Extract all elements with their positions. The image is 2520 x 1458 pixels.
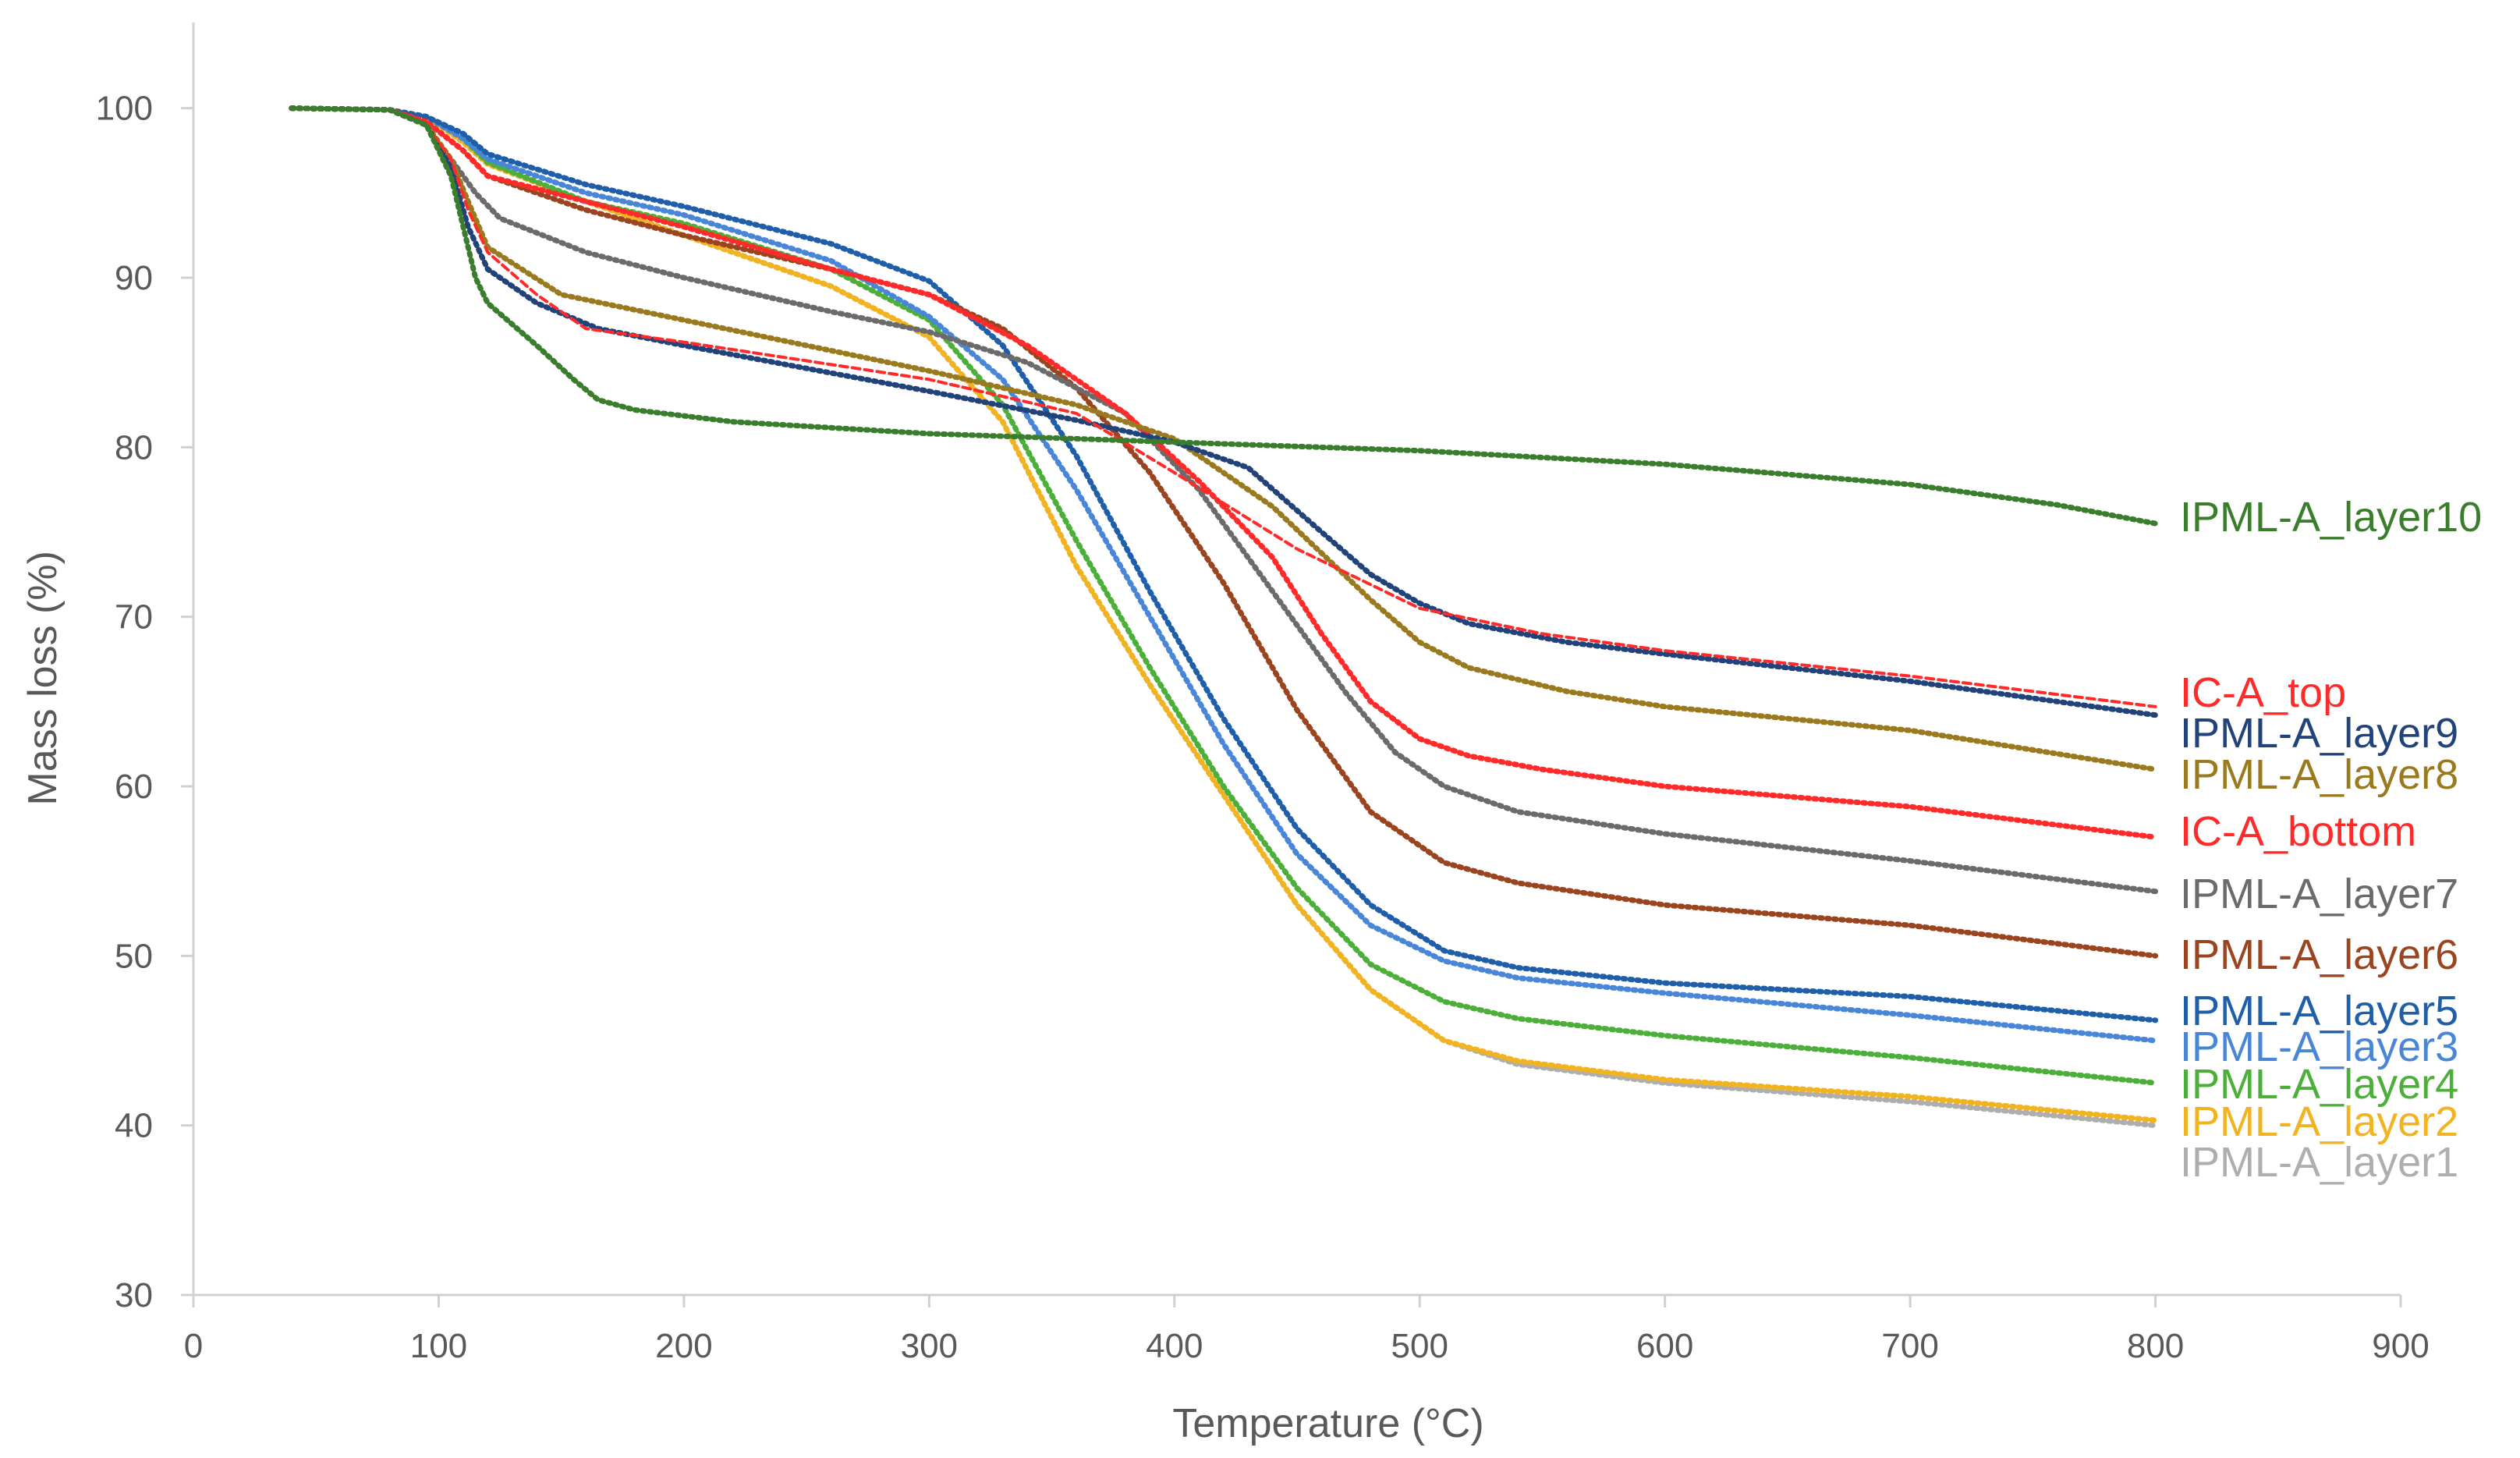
legend-label-ipml-a-layer3: IPML-A_layer3: [2180, 1023, 2458, 1070]
y-tick-label: 80: [115, 428, 153, 466]
x-tick-label: 500: [1391, 1327, 1448, 1365]
y-axis-title: Mass loss (%): [20, 551, 66, 805]
legend-label-ic-a-bottom: IC-A_bottom: [2180, 808, 2416, 855]
series-lines: [289, 105, 2159, 1129]
y-tick-label: 60: [115, 768, 153, 806]
x-tick-label: 300: [901, 1327, 958, 1365]
legend-label-ipml-a-layer2: IPML-A_layer2: [2180, 1098, 2458, 1145]
axes: 0 100 200 300 400 500 600 700 800 900 30 40 50 60 70 80…: [96, 22, 2430, 1365]
x-tick-label: 400: [1146, 1327, 1203, 1365]
series-line-ipml-a-layer5: [289, 105, 2159, 1023]
series-line-ipml-a-layer6: [289, 105, 2159, 959]
legend-label-ipml-a-layer6: IPML-A_layer6: [2180, 931, 2458, 978]
y-tick-label: 100: [96, 90, 153, 128]
series-line-ic-a-top: [289, 106, 2157, 708]
x-tick-label: 100: [410, 1327, 467, 1365]
legend-label-ipml-a-layer1: IPML-A_layer1: [2180, 1139, 2458, 1186]
series-line-ipml-a-layer10: [289, 105, 2159, 527]
x-tick-label: 0: [184, 1327, 203, 1365]
y-tick-label: 90: [115, 259, 153, 297]
series-line-ipml-a-layer4: [289, 105, 2159, 1086]
series-line-ipml-a-layer2: [289, 105, 2159, 1123]
series-line-ipml-a-layer3: [289, 105, 2159, 1044]
x-axis-title: Temperature (°C): [1172, 1401, 1483, 1446]
legend-label-ipml-a-layer5: IPML-A_layer5: [2180, 988, 2458, 1034]
legend-label-ipml-a-layer4: IPML-A_layer4: [2180, 1061, 2458, 1108]
legend-label-ic-a-top: IC-A_top: [2180, 669, 2346, 716]
x-tick-label: 600: [1636, 1327, 1693, 1365]
x-tick-label: 700: [1881, 1327, 1938, 1365]
y-tick-label: 40: [115, 1107, 153, 1145]
y-tick-label: 30: [115, 1276, 153, 1314]
x-tick-label: 900: [2372, 1327, 2429, 1365]
series-line-ic-a-bottom: [289, 105, 2159, 840]
y-tick-label: 50: [115, 937, 153, 975]
y-tick-label: 70: [115, 598, 153, 637]
legend-label-ipml-a-layer9: IPML-A_layer9: [2180, 710, 2458, 757]
legend-labels: IPML-A_layer10IC-A_topIPML-A_layer9IPML-…: [2180, 494, 2482, 1186]
series-line-ipml-a-layer7: [289, 105, 2159, 895]
legend-label-ipml-a-layer10: IPML-A_layer10: [2180, 494, 2482, 541]
series-line-ipml-a-layer1: [289, 105, 2159, 1129]
x-tick-label: 800: [2127, 1327, 2184, 1365]
x-tick-label: 200: [655, 1327, 712, 1365]
series-line-ipml-a-layer9: [289, 105, 2159, 718]
legend-label-ipml-a-layer7: IPML-A_layer7: [2180, 871, 2458, 917]
legend-label-ipml-a-layer8: IPML-A_layer8: [2180, 751, 2458, 798]
